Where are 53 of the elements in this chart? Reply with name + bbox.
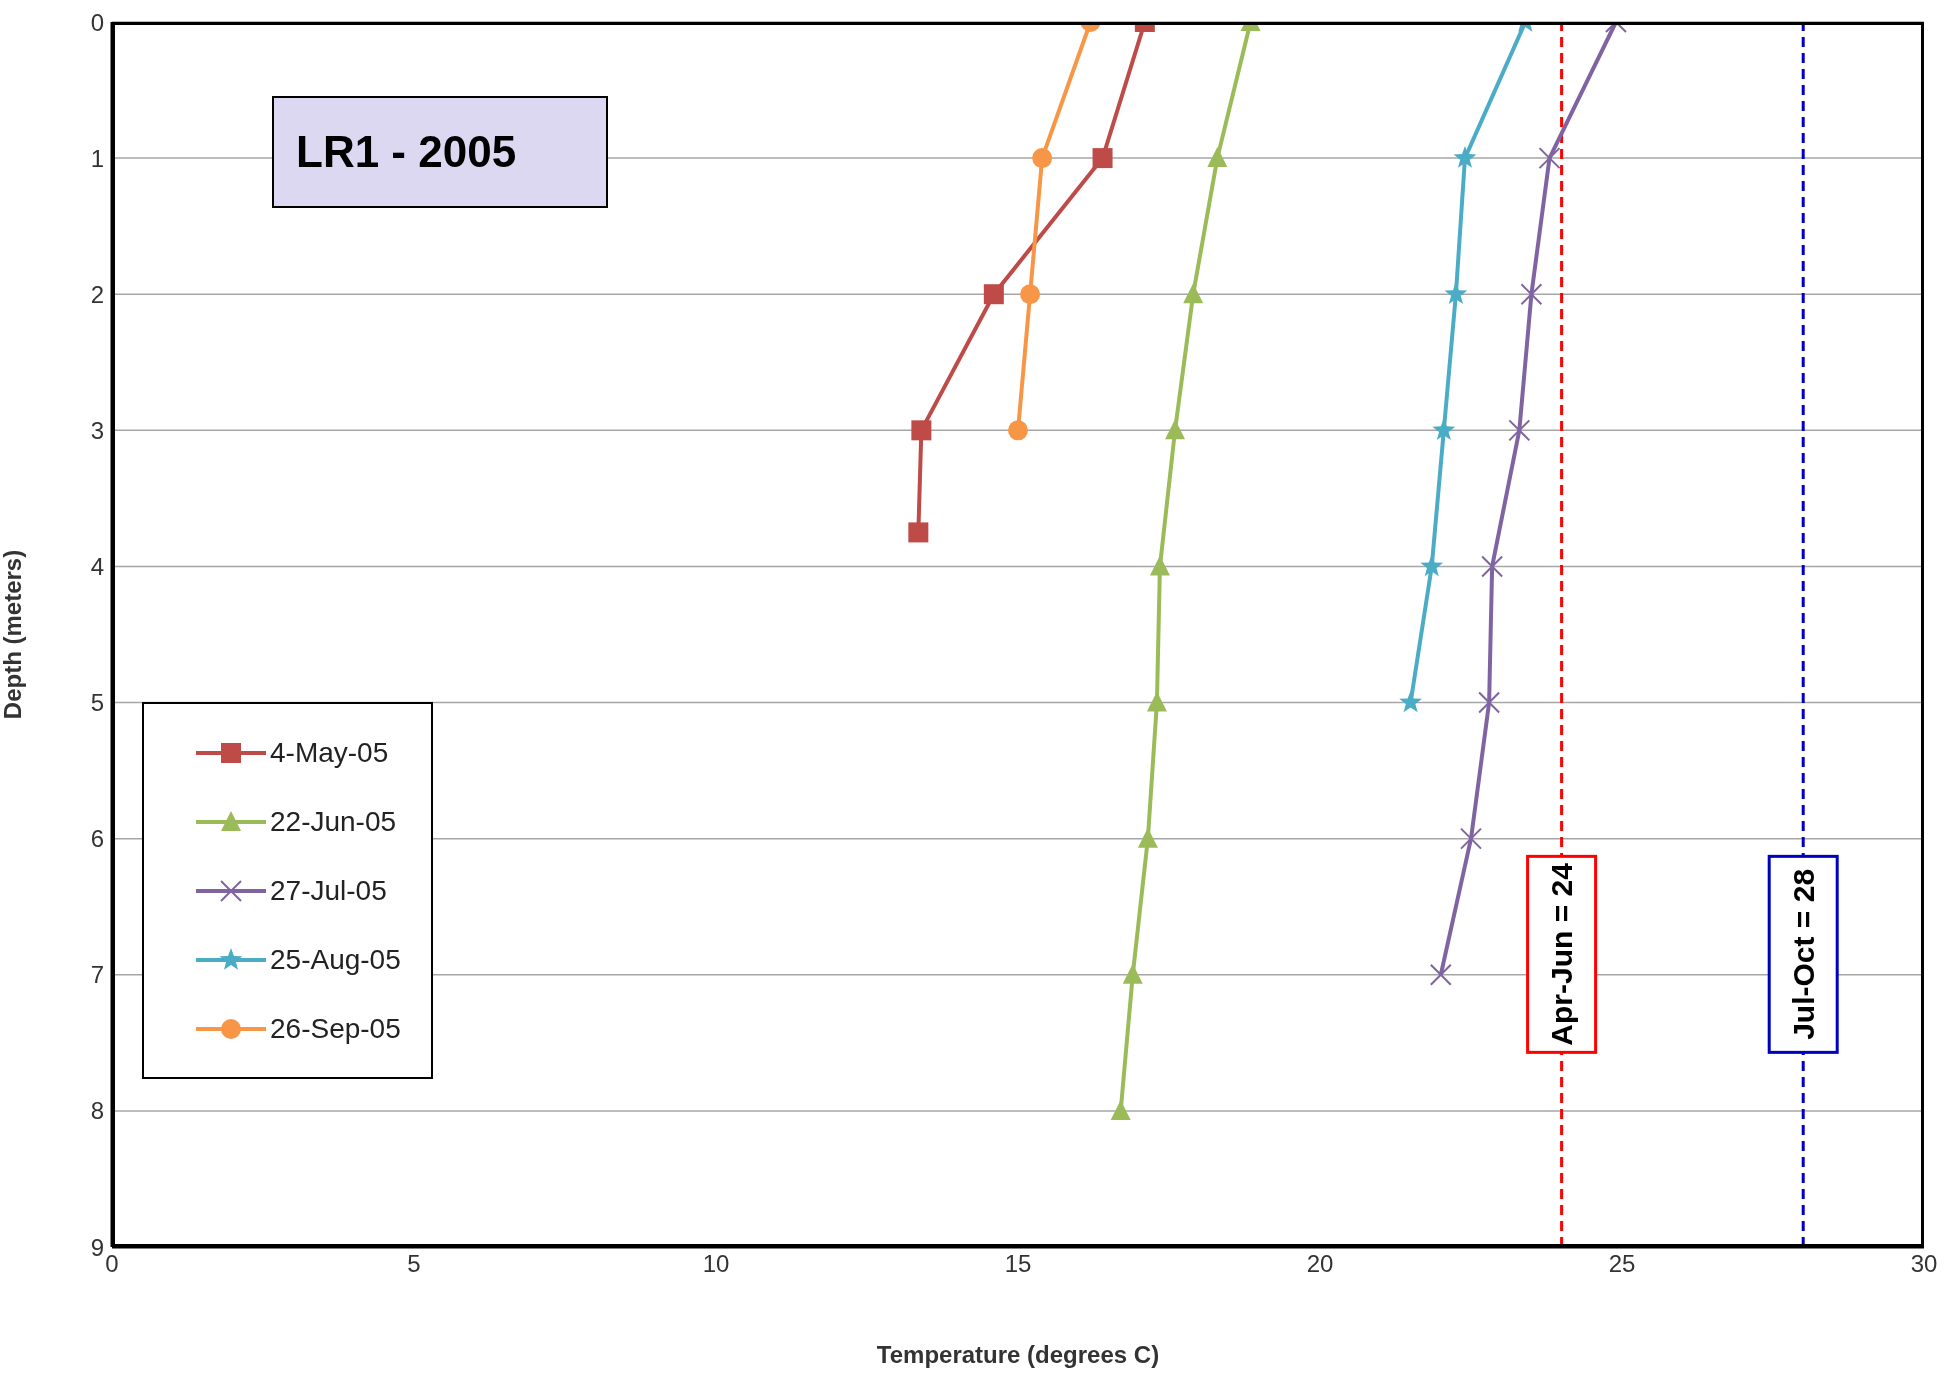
point bbox=[1122, 963, 1143, 984]
y-axis-title: Depth (meters) bbox=[0, 549, 26, 720]
point bbox=[1481, 555, 1504, 578]
point bbox=[1008, 420, 1028, 441]
point bbox=[1453, 146, 1477, 168]
x-tick-label: 10 bbox=[702, 1250, 730, 1278]
y-tick-label: 8 bbox=[90, 1097, 104, 1125]
x-tick-label: 5 bbox=[407, 1250, 421, 1278]
point bbox=[1520, 283, 1543, 306]
y-tick-label: 4 bbox=[90, 552, 104, 580]
point bbox=[1110, 1099, 1131, 1120]
point bbox=[1399, 690, 1423, 713]
point bbox=[983, 284, 1004, 305]
point bbox=[1508, 419, 1531, 442]
x-tick-label: 20 bbox=[1306, 1250, 1334, 1278]
legend-label: 27-Jul-05 bbox=[270, 874, 387, 907]
y-tick-label: 7 bbox=[90, 961, 104, 989]
legend-label: 26-Sep-05 bbox=[270, 1012, 401, 1045]
y-tick-label: 9 bbox=[90, 1233, 104, 1261]
point bbox=[1538, 147, 1561, 170]
x-tick-label: 30 bbox=[1910, 1250, 1938, 1278]
point bbox=[1149, 555, 1170, 576]
text: LR1 - 2005 bbox=[272, 96, 608, 208]
point bbox=[1183, 283, 1204, 304]
y-tick-label: 2 bbox=[90, 280, 104, 308]
x-axis-title: Temperature (degrees C) bbox=[876, 1341, 1160, 1368]
x-tick-label: 25 bbox=[1608, 1250, 1636, 1278]
point bbox=[1137, 827, 1158, 848]
point bbox=[1092, 148, 1113, 169]
point bbox=[1429, 963, 1452, 986]
point bbox=[1165, 419, 1186, 440]
point bbox=[1432, 418, 1456, 441]
y-tick-label: 1 bbox=[90, 144, 104, 172]
point bbox=[908, 522, 929, 543]
point bbox=[1020, 284, 1041, 305]
legend-label: 4-May-05 bbox=[270, 736, 389, 769]
point bbox=[1420, 554, 1444, 577]
y-tick-label: 0 bbox=[90, 8, 104, 36]
legend-label: 25-Aug-05 bbox=[270, 943, 401, 976]
legend-label: 22-Jun-05 bbox=[270, 805, 397, 838]
y-tick-label: 3 bbox=[90, 416, 104, 444]
point bbox=[1460, 827, 1482, 850]
y-tick-label: 5 bbox=[90, 689, 104, 717]
point bbox=[911, 420, 932, 441]
ref-line-label: Jul-Oct = 28 bbox=[1786, 868, 1820, 1040]
point bbox=[1032, 148, 1053, 169]
point bbox=[1146, 691, 1167, 712]
point bbox=[1207, 147, 1228, 168]
ref-line-label: Apr-Jun = 24 bbox=[1545, 862, 1579, 1046]
x-tick-label: 15 bbox=[1004, 1250, 1032, 1278]
y-tick-label: 6 bbox=[90, 825, 104, 853]
point bbox=[1478, 691, 1501, 714]
point bbox=[1444, 282, 1468, 304]
